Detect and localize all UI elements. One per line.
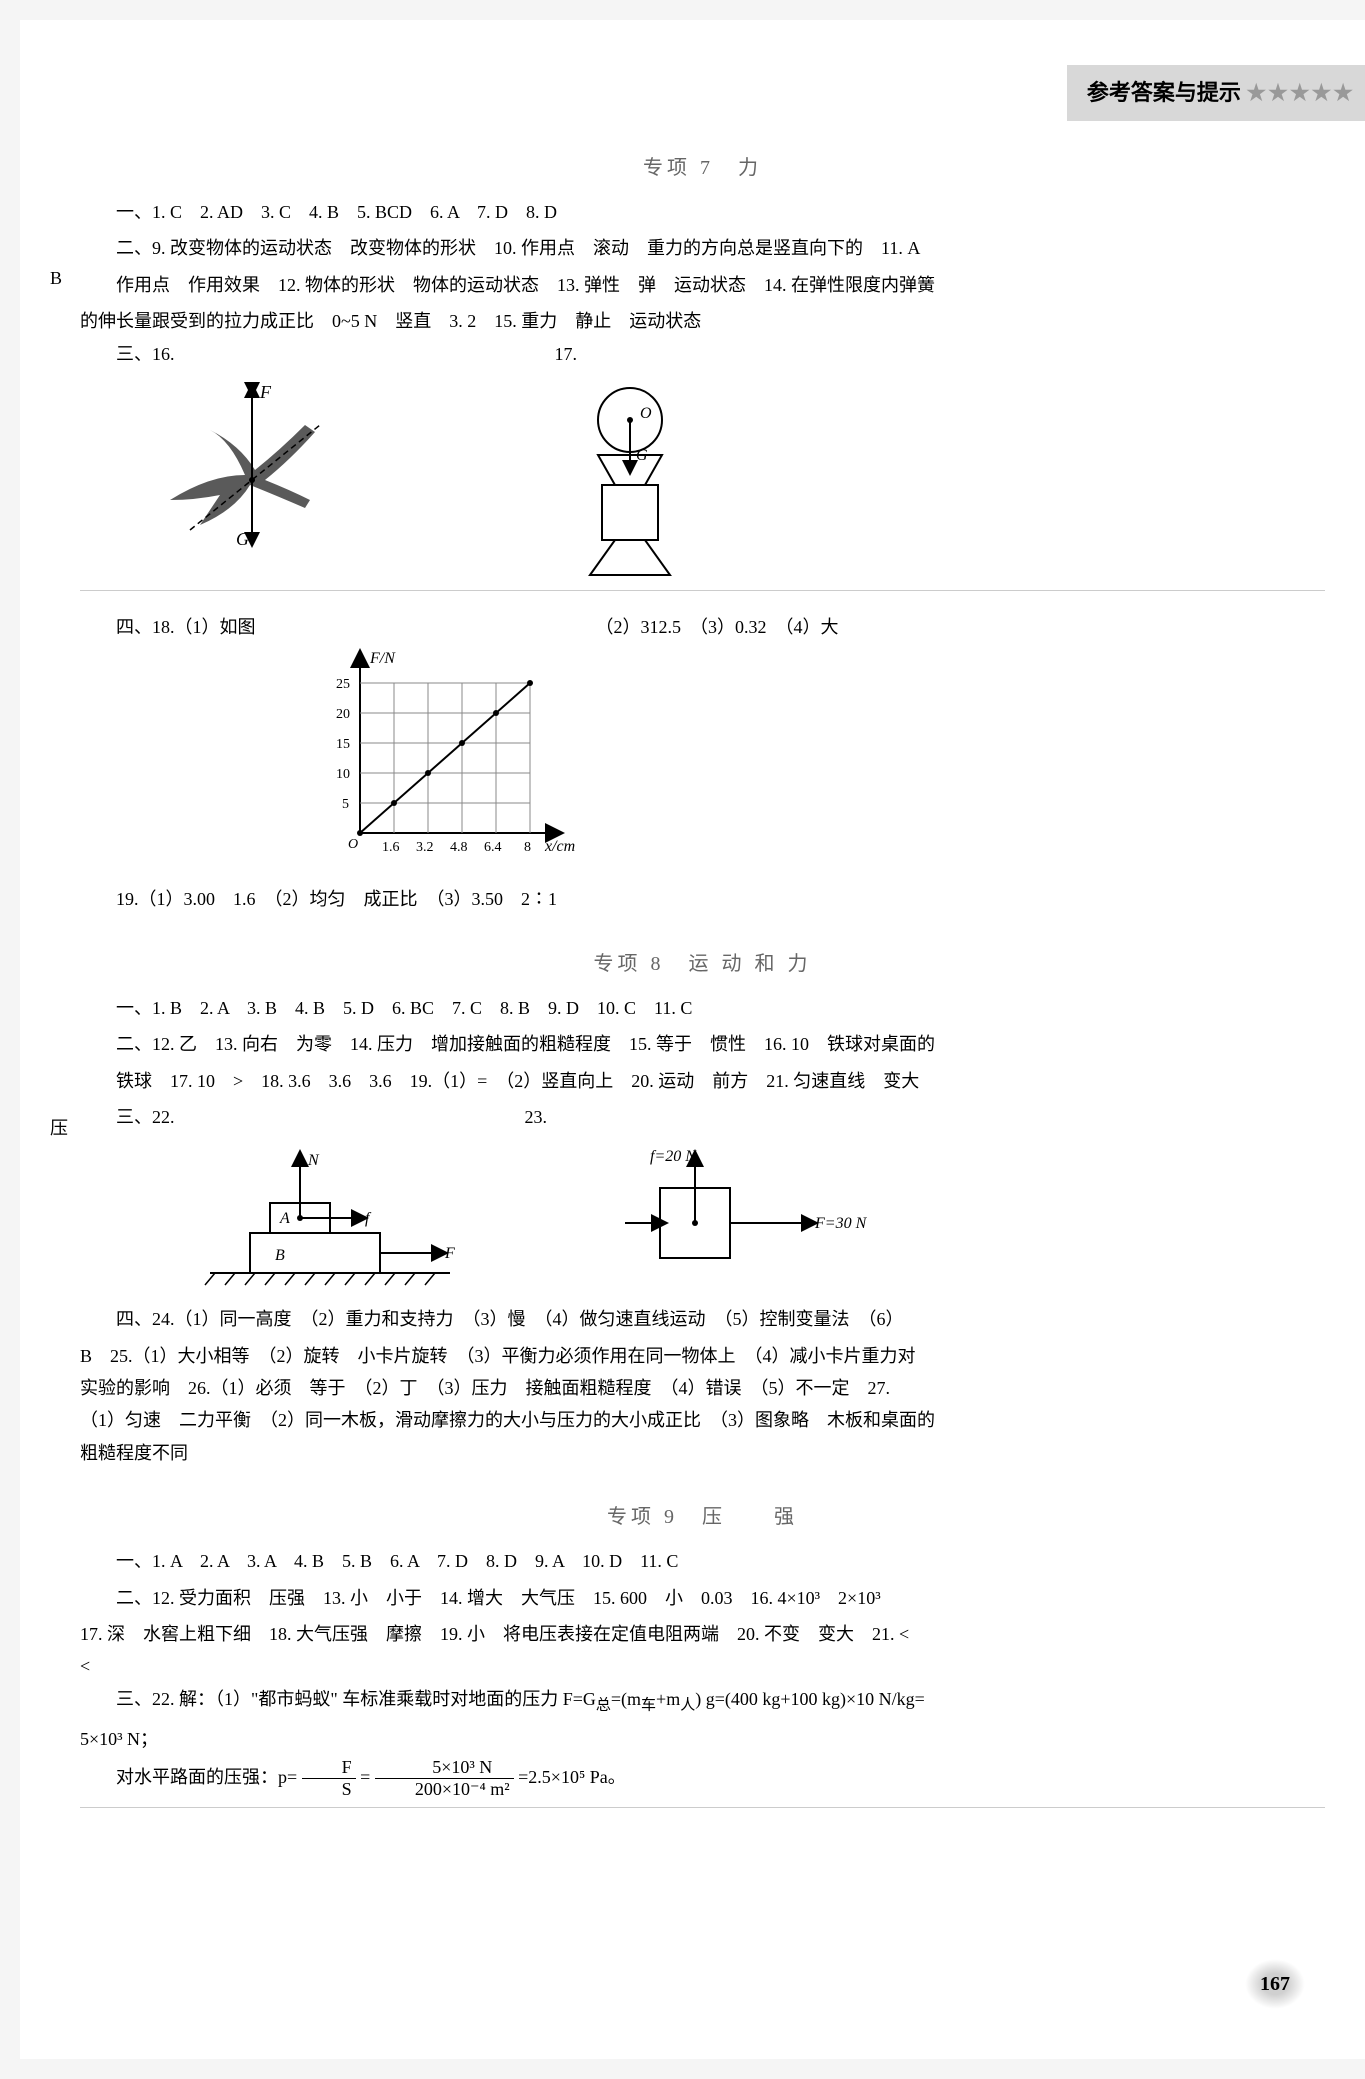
- svg-text:F: F: [259, 382, 272, 402]
- s8-line9: 粗糙程度不同: [80, 1437, 1325, 1469]
- s7-margin-B: B: [50, 262, 62, 294]
- svg-text:O: O: [348, 837, 358, 852]
- svg-text:20: 20: [336, 707, 350, 722]
- s8-line8: （1）匀速 二力平衡 （2）同一木板，滑动摩擦力的大小与压力的大小成正比 （3）…: [80, 1404, 1325, 1436]
- svg-text:f=20 N: f=20 N: [650, 1148, 697, 1165]
- s9-line2: 二、12. 受力面积 压强 13. 小 小于 14. 增大 大气压 15. 60…: [80, 1582, 1325, 1614]
- diagram-22-blocks: B A N f F: [200, 1143, 460, 1293]
- diagram-23-box: f=20 N F=30 N: [600, 1143, 880, 1293]
- s7-line18-ans: （2）312.5 （3）0.32 （4）大: [596, 611, 839, 643]
- divider-2: [80, 1807, 1325, 1808]
- svg-text:6.4: 6.4: [484, 840, 502, 855]
- svg-text:25: 25: [336, 677, 350, 692]
- header-banner: 参考答案与提示 ★★★★★: [1067, 65, 1365, 121]
- svg-text:G: G: [236, 529, 249, 549]
- s8-line2: 二、12. 乙 13. 向右 为零 14. 压力 增加接触面的粗糙程度 15. …: [80, 1028, 1325, 1060]
- svg-text:F=30 N: F=30 N: [814, 1215, 868, 1232]
- section8-title: 专项 8 运 动 和 力: [80, 946, 1325, 982]
- svg-text:F: F: [444, 1245, 455, 1262]
- s9-line3: 17. 深 水窖上粗下细 18. 大气压强 摩擦 19. 小 将电压表接在定值电…: [80, 1618, 1325, 1650]
- s8-line7: 实验的影响 26.（1）必须 等于 （2）丁 （3）压力 接触面粗糙程度 （4）…: [80, 1372, 1325, 1404]
- section7-title: 专项 7 力: [80, 150, 1325, 186]
- s7-line3: 作用点 作用效果 12. 物体的形状 物体的运动状态 13. 弹性 弹 运动状态…: [80, 269, 1325, 301]
- diagram-16-bird: F G: [140, 380, 360, 580]
- s7-line18: 四、18.（1）如图: [80, 611, 256, 643]
- s7-line1: 一、1. C 2. AD 3. C 4. B 5. BCD 6. A 7. D …: [80, 196, 1325, 228]
- s7-line19: 19.（1）3.00 1.6 （2）均匀 成正比 （3）3.50 2∶1: [80, 883, 1325, 915]
- s9-line5: 三、22. 解：（1）"都市蚂蚁" 车标准乘载时对地面的压力 F=G总=(m车+…: [80, 1683, 1325, 1720]
- svg-text:O: O: [640, 405, 652, 422]
- svg-text:8: 8: [524, 840, 531, 855]
- s8-line4: 三、22.: [80, 1101, 175, 1133]
- s8-diagram-row: B A N f F f=20 N F=30 N: [80, 1143, 1325, 1293]
- header-stars: ★★★★★: [1246, 80, 1355, 105]
- page: 参考答案与提示 ★★★★★ 专项 7 力 一、1. C 2. AD 3. C 4…: [20, 20, 1365, 2059]
- svg-text:f: f: [365, 1210, 372, 1227]
- chart-18: F/N x/cm 5 10 15 20 25 O 1.6 3.2 4.8 6.4 8: [320, 648, 1325, 868]
- svg-text:x/cm: x/cm: [544, 838, 575, 855]
- divider-1: [80, 590, 1325, 591]
- s8-line3: 铁球 17. 10 > 18. 3.6 3.6 3.6 19.（1）= （2）竖…: [80, 1065, 1325, 1097]
- svg-text:B: B: [275, 1247, 285, 1264]
- s9-l7-suffix: =2.5×10⁵ Pa。: [518, 1767, 626, 1787]
- s8-label23: 23.: [525, 1101, 548, 1133]
- s8-line5: 四、24.（1）同一高度 （2）重力和支持力 （3）慢 （4）做匀速直线运动 （…: [80, 1303, 1325, 1335]
- s9-line6: 5×10³ N；: [80, 1723, 1325, 1755]
- s8-margin-ya: 压: [50, 1112, 68, 1144]
- frac-FS: F S: [302, 1757, 356, 1801]
- svg-text:15: 15: [336, 737, 350, 752]
- s9-l7-prefix: 对水平路面的压强：p=: [116, 1767, 297, 1787]
- diagram-17-stand: O G: [540, 380, 720, 580]
- s7-line5: 三、16.: [80, 338, 175, 370]
- s7-line4: 的伸长量跟受到的拉力成正比 0~5 N 竖直 3. 2 15. 重力 静止 运动…: [80, 305, 1325, 337]
- s9-line4: <: [80, 1650, 1325, 1682]
- s7-label17: 17.: [555, 338, 578, 370]
- svg-text:3.2: 3.2: [416, 840, 434, 855]
- s7-line2: 二、9. 改变物体的运动状态 改变物体的形状 10. 作用点 滚动 重力的方向总…: [80, 232, 1325, 264]
- page-number: 167: [1245, 1959, 1305, 2009]
- s8-line6: B 25.（1）大小相等 （2）旋转 小卡片旋转 （3）平衡力必须作用在同一物体…: [80, 1340, 1325, 1372]
- svg-text:1.6: 1.6: [382, 840, 400, 855]
- svg-text:A: A: [279, 1210, 290, 1227]
- section9-title: 专项 9 压 强: [80, 1499, 1325, 1535]
- s9-l5a: 三、22. 解：（1）"都市蚂蚁" 车标准乘载时对地面的压力 F=G: [116, 1689, 596, 1709]
- svg-text:10: 10: [336, 767, 350, 782]
- svg-text:N: N: [307, 1152, 320, 1169]
- s9-line7: 对水平路面的压强：p= F S = 5×10³ N 200×10⁻⁴ m² =2…: [80, 1756, 1325, 1801]
- svg-text:4.8: 4.8: [450, 840, 468, 855]
- frac-val: 5×10³ N 200×10⁻⁴ m²: [375, 1757, 514, 1801]
- svg-text:5: 5: [342, 797, 349, 812]
- s7-diagram-row: F G O G: [80, 380, 1325, 580]
- s9-line1: 一、1. A 2. A 3. A 4. B 5. B 6. A 7. D 8. …: [80, 1545, 1325, 1577]
- s8-line1: 一、1. B 2. A 3. B 4. B 5. D 6. BC 7. C 8.…: [80, 992, 1325, 1024]
- svg-text:F/N: F/N: [369, 650, 396, 667]
- header-title: 参考答案与提示: [1087, 80, 1241, 105]
